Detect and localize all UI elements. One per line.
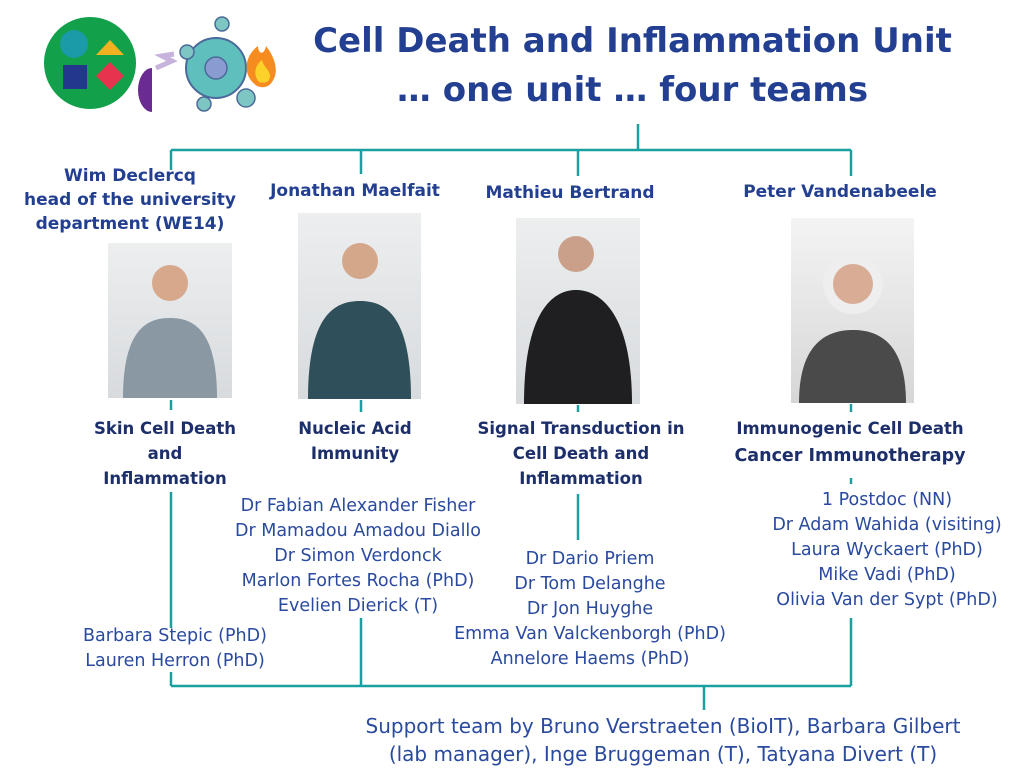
member: Barbara Stepic (PhD) [83,626,267,646]
topic-line: Signal Transduction in [477,419,685,438]
team-topic-skin: Skin Cell Death and Inflammation [55,416,275,491]
member: Dr Simon Verdonck [274,546,442,566]
topic-line: Skin Cell Death [93,419,236,438]
member: Olivia Van der Sypt (PhD) [776,590,998,610]
photo-jonathan-maelfait [298,213,421,399]
team-topic-nucleic: Nucleic Acid Immunity [245,416,465,466]
support-line: (lab manager), Inge Bruggeman (T), Tatya… [388,742,938,766]
page-title: Cell Death and Inflammation Unit [313,21,952,61]
team-members-declercq: Barbara Stepic (PhD) Lauren Herron (PhD) [55,624,295,674]
topic-line: Immunogenic Cell Death [736,419,964,438]
photo-mathieu-bertrand [516,218,640,404]
member: Dr Tom Delanghe [514,574,666,594]
member: Dr Dario Priem [525,549,655,569]
team-topic-immunogenic: Immunogenic Cell Death Cancer Immunother… [720,416,980,469]
team-leader-bertrand: Mathieu Bertrand [485,183,655,203]
member: Dr Fabian Alexander Fisher [240,496,476,516]
member: 1 Postdoc (NN) [821,490,953,510]
member: Lauren Herron (PhD) [85,651,265,671]
member: Dr Jon Huyghe [526,599,654,619]
team-leader-declercq: Wim Declercq head of the university depa… [10,164,250,236]
unit-logo [44,16,284,116]
leader-role: head of the university [23,190,237,210]
member: Dr Adam Wahida (visiting) [772,515,1002,535]
topic-line: and [147,444,183,463]
member: Dr Mamadou Amadou Diallo [235,521,481,541]
photo-peter-vandenabeele [791,218,914,403]
member: Marlon Fortes Rocha (PhD) [241,571,475,591]
team-topic-signal: Signal Transduction in Cell Death and In… [461,416,701,491]
member: Evelien Dierick (T) [277,596,439,616]
topic-line: Nucleic Acid [298,419,412,438]
leader-name: Wim Declercq [64,166,196,186]
member: Mike Vadi (PhD) [818,565,956,585]
team-members-maelfait: Dr Fabian Alexander Fisher Dr Mamadou Am… [218,494,498,619]
team-members-vandenabeele: 1 Postdoc (NN) Dr Adam Wahida (visiting)… [757,488,1017,613]
team-members-bertrand: Dr Dario Priem Dr Tom Delanghe Dr Jon Hu… [440,547,740,672]
team-leader-maelfait: Jonathan Maelfait [270,181,440,201]
member: Emma Van Valckenborgh (PhD) [454,624,726,644]
support-line: Support team by Bruno Verstraeten (BioIT… [365,714,961,738]
topic-line: Cancer Immunotherapy [734,446,966,466]
page-subtitle: … one unit … four teams [396,70,869,110]
leader-role: department (WE14) [35,214,225,234]
topic-line: Inflammation [103,469,227,488]
member: Laura Wyckaert (PhD) [791,540,983,560]
team-leader-vandenabeele: Peter Vandenabeele [743,182,937,202]
topic-line: Cell Death and [512,444,650,463]
topic-line: Immunity [310,444,400,463]
topic-line: Inflammation [519,469,643,488]
photo-wim-declercq [108,243,232,398]
member: Annelore Haems (PhD) [490,649,690,669]
support-team: Support team by Bruno Verstraeten (BioIT… [300,712,1026,768]
